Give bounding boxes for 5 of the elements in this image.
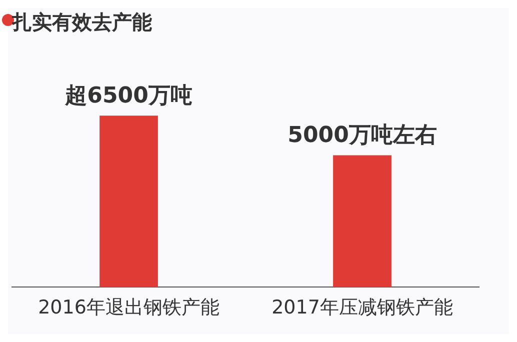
x-tick-label: 2016年退出钢铁产能: [38, 296, 220, 319]
data-label: 5000万吨左右: [288, 122, 437, 148]
data-label: 超6500万吨: [64, 83, 192, 108]
x-tick-label: 2017年压减钢铁产能: [272, 296, 453, 319]
chart-title: 扎实有效去产能: [11, 10, 152, 34]
